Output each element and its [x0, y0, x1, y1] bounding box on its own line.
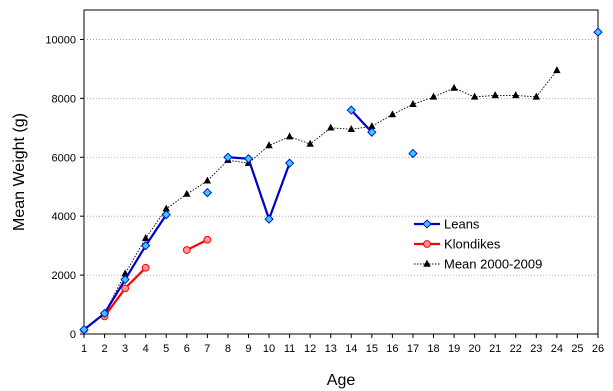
y-axis-ticks: 0 2000 4000 6000 8000 10000 — [45, 34, 84, 341]
x-tick-label: 2 — [101, 343, 107, 355]
klondikes-data-point — [203, 235, 212, 244]
x-axis-title: Age — [327, 372, 356, 389]
x-tick-label: 16 — [386, 343, 398, 355]
y-tick-label: 4000 — [52, 211, 76, 223]
y-tick-label: 6000 — [52, 152, 76, 164]
mean-data-point — [285, 132, 294, 140]
leans-data-point — [346, 105, 356, 115]
leans-data-point — [284, 158, 295, 168]
leans-line — [227, 156, 291, 221]
x-tick-label: 24 — [551, 343, 563, 355]
x-tick-label: 1 — [81, 343, 87, 355]
series-layer — [79, 27, 603, 335]
leans-data-point — [243, 154, 254, 164]
mean-data-point — [327, 123, 335, 131]
mean-data-point — [512, 91, 520, 99]
leans-data-point — [367, 127, 377, 137]
x-tick-label: 23 — [530, 343, 542, 355]
legend-label: Leans — [444, 217, 480, 232]
mean-data-point — [203, 176, 212, 184]
leans-line — [350, 109, 373, 133]
mean-data-point — [532, 92, 541, 100]
legend-item-leans: Leans — [414, 217, 480, 232]
mean-data-point — [491, 91, 499, 99]
klondikes-data-point — [121, 284, 130, 293]
legend-label: Mean 2000-2009 — [444, 257, 542, 272]
leans-data-point — [141, 240, 151, 251]
x-tick-label: 17 — [407, 343, 419, 355]
x-tick-label: 20 — [469, 343, 481, 355]
mean-data-point — [265, 141, 273, 149]
legend-item-mean-2000-2009: Mean 2000-2009 — [414, 257, 542, 272]
klondikes-data-point — [182, 246, 191, 254]
legend: Leans Klondikes Mean 2000-2009 — [414, 217, 542, 272]
x-tick-label: 13 — [325, 343, 337, 355]
y-tick-label: 0 — [70, 329, 76, 341]
x-tick-label: 25 — [571, 343, 583, 355]
mean-data-point — [553, 66, 561, 74]
x-tick-label: 26 — [592, 343, 604, 355]
mean-data-point — [306, 139, 314, 147]
leans-data-point — [593, 27, 603, 37]
x-tick-label: 12 — [304, 343, 316, 355]
x-tick-label: 18 — [427, 343, 439, 355]
mean-data-point — [388, 110, 397, 118]
x-axis-ticks: 1 2 3 4 5 6 7 8 9 10 11 12 13 14 15 16 17 18 19 20 21 22 23 24 2… — [81, 334, 604, 355]
x-tick-label: 19 — [448, 343, 460, 355]
y-tick-label: 10000 — [45, 34, 76, 46]
mean-2000-2009-line — [83, 70, 558, 330]
x-tick-label: 14 — [345, 343, 357, 355]
mean-data-point — [429, 92, 438, 100]
x-tick-label: 7 — [204, 343, 210, 355]
x-tick-label: 8 — [225, 343, 231, 355]
mean-data-point — [450, 83, 458, 91]
legend-item-klondikes: Klondikes — [414, 237, 501, 252]
legend-marker — [423, 259, 431, 267]
series-leans — [79, 27, 603, 335]
x-tick-label: 9 — [245, 343, 251, 355]
series-mean-2000-2009 — [80, 66, 561, 333]
series-klondikes — [100, 235, 212, 321]
x-tick-label: 11 — [284, 343, 295, 355]
leans-data-point — [161, 210, 171, 220]
gridlines — [84, 39, 598, 276]
leans-data-point — [99, 308, 110, 319]
y-tick-label: 2000 — [52, 270, 76, 282]
mean-data-point — [409, 100, 417, 107]
plot-area — [83, 9, 599, 335]
x-tick-label: 4 — [143, 343, 149, 355]
mean-data-point — [470, 92, 479, 100]
x-tick-label: 22 — [510, 343, 522, 355]
legend-marker — [422, 219, 432, 229]
x-tick-label: 6 — [184, 343, 190, 355]
plot-border — [83, 9, 599, 335]
leans-data-point — [223, 152, 233, 162]
leans-data-point — [202, 187, 212, 198]
legend-label: Klondikes — [444, 237, 501, 252]
leans-data-point — [408, 148, 418, 159]
y-axis-title: Mean Weight (g) — [11, 113, 28, 231]
x-tick-label: 5 — [163, 343, 169, 355]
mean-data-point — [183, 189, 191, 197]
klondikes-data-point — [141, 263, 150, 272]
x-tick-label: 3 — [122, 343, 128, 355]
legend-marker — [423, 240, 431, 248]
x-tick-label: 21 — [489, 343, 501, 355]
leans-data-point — [120, 274, 130, 285]
mean-data-point — [347, 125, 355, 132]
x-tick-label: 10 — [263, 343, 275, 355]
y-tick-label: 8000 — [52, 93, 76, 105]
x-tick-label: 15 — [366, 343, 378, 355]
leans-data-point — [264, 214, 274, 224]
mean-data-point — [141, 234, 150, 241]
